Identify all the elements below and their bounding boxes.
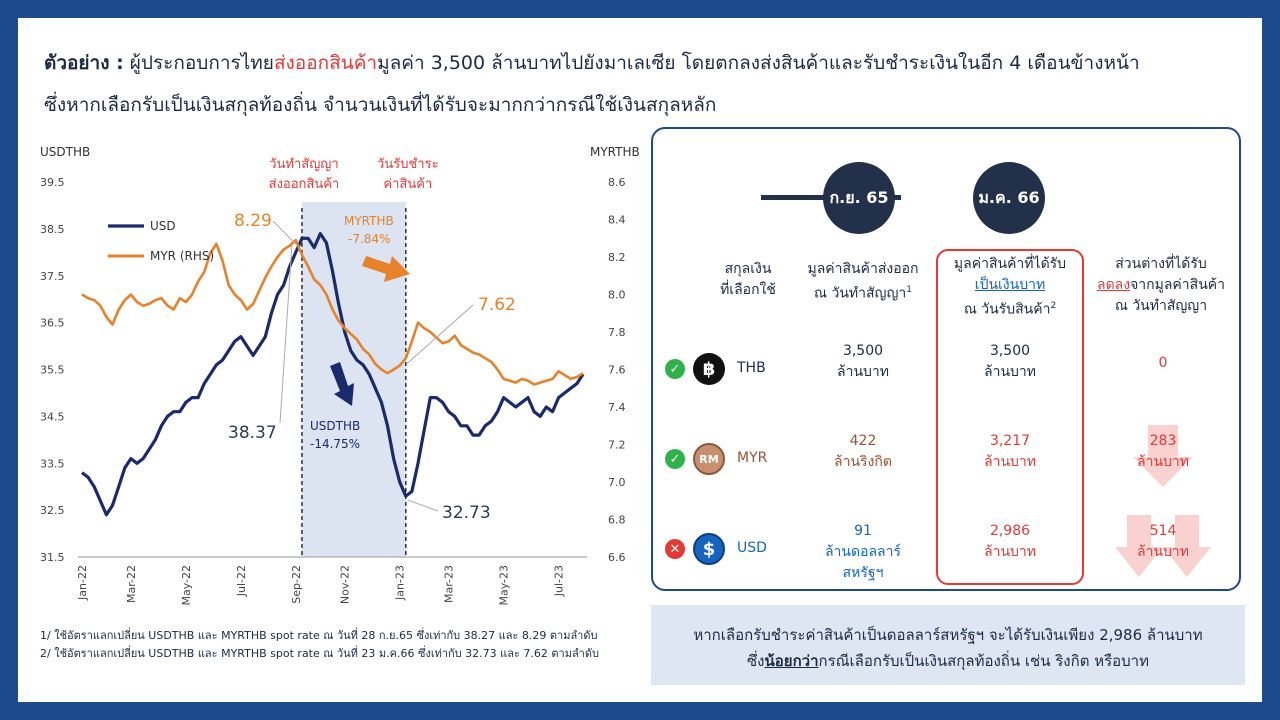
usd-change-value: -14.75% xyxy=(310,437,360,451)
x-tick-label: May-23 xyxy=(498,565,511,606)
footnote-1: 1/ ใช้อัตราแลกเปลี่ยน USDTHB และ MYRTHB … xyxy=(40,629,598,642)
x-tick-label: Jan-23 xyxy=(394,565,407,601)
usd-start-leader xyxy=(279,244,293,424)
x-tick-label: Jan-22 xyxy=(76,565,89,601)
x-tick-label: May-22 xyxy=(180,565,193,606)
ringgit-coin-icon: RM xyxy=(693,443,725,475)
slide-card: ตัวอย่าง : ผู้ประกอบการไทยส่งออกสินค้ามู… xyxy=(18,18,1262,702)
myr-start-leader xyxy=(272,220,297,245)
right-tick-label: 8.2 xyxy=(608,251,626,264)
headline-prefix: ตัวอย่าง : xyxy=(44,52,124,74)
left-tick-label: 35.5 xyxy=(40,364,65,377)
headline-text-b: มูลค่า 3,500 ล้านบาทไปยังมาเลเซีย โดยตกล… xyxy=(377,52,1140,74)
header-difference: ส่วนต่างที่ได้รับ ลดลงจากมูลค่าสินค้า ณ … xyxy=(1096,256,1225,314)
usd-export-value: 91 ล้านดอลลาร์ สหรัฐฯ xyxy=(824,523,902,581)
decrease-arrow-myr xyxy=(1133,425,1193,487)
right-tick-label: 8.6 xyxy=(608,176,626,189)
left-tick-label: 37.5 xyxy=(40,270,65,283)
myr-difference: 283 ล้านบาท xyxy=(1137,433,1189,470)
usd-end-leader xyxy=(407,499,439,512)
thb-received-value: 3,500 ล้านบาท xyxy=(984,343,1036,380)
myr-down-arrow xyxy=(362,256,410,282)
right-tick-label: 8.0 xyxy=(608,289,626,302)
thb-difference: 0 xyxy=(1158,355,1168,371)
currency-thb: THB xyxy=(737,360,766,376)
decrease-arrow-usd xyxy=(1115,515,1211,577)
summary-line-2: ซึ่งน้อยกว่ากรณีเลือกรับเป็นเงินสกุลท้อง… xyxy=(747,652,1149,670)
currency-usd: USD xyxy=(737,540,767,556)
x-tick-label: Nov-22 xyxy=(339,565,352,604)
usd-start-label: 38.37 xyxy=(228,423,277,443)
header-currency: สกุลเงิน ที่เลือกใช้ xyxy=(720,261,776,298)
right-axis-label: MYRTHB xyxy=(590,145,640,159)
right-tick-label: 6.8 xyxy=(608,514,626,527)
payment-date-label-1: วันรับชำระ xyxy=(377,157,439,172)
myr-change-name: MYRTHB xyxy=(344,214,394,228)
period-shade xyxy=(301,202,406,557)
usd-down-arrow xyxy=(330,362,354,406)
myr-end-leader xyxy=(406,304,474,365)
summary-box: หากเลือกรับชำระค่าสินค้าเป็นดอลลาร์สหรัฐ… xyxy=(651,605,1245,685)
usd-series-line xyxy=(81,232,585,517)
payment-date-label-2: ค่าสินค้า xyxy=(383,177,432,192)
x-tick-label: Mar-22 xyxy=(125,565,138,603)
dollar-coin-icon: $ xyxy=(693,533,725,565)
usd-received-value: 2,986 ล้านบาท xyxy=(984,523,1036,560)
received-highlight-box xyxy=(936,249,1084,585)
x-tick-label: Mar-23 xyxy=(443,565,456,603)
x-tick-label: Jul-22 xyxy=(235,565,248,597)
left-tick-label: 32.5 xyxy=(40,504,65,517)
right-tick-label: 7.6 xyxy=(608,364,626,377)
myr-end-label: 7.62 xyxy=(478,295,516,315)
x-tick-label: Jul-23 xyxy=(553,565,566,597)
right-tick-label: 6.6 xyxy=(608,551,626,564)
legend-myr-label: MYR (RHS) xyxy=(150,249,214,263)
headline-line-1: ตัวอย่าง : ผู้ประกอบการไทยส่งออกสินค้ามู… xyxy=(44,48,1140,78)
right-tick-label: 7.8 xyxy=(608,326,626,339)
currency-myr: MYR xyxy=(737,450,768,466)
check-icon: ✓ xyxy=(665,359,685,379)
left-tick-label: 36.5 xyxy=(40,317,65,330)
headline-highlight: ส่งออกสินค้า xyxy=(273,52,378,74)
legend-usd-label: USD xyxy=(150,219,176,233)
left-tick-label: 31.5 xyxy=(40,551,65,564)
summary-line-1: หากเลือกรับชำระค่าสินค้าเป็นดอลลาร์สหรัฐ… xyxy=(693,626,1203,644)
date-end-circle: ม.ค. 66 xyxy=(973,162,1045,234)
header-export-value: มูลค่าสินค้าส่งออก ณ วันทำสัญญา1 xyxy=(807,261,919,302)
left-axis-label: USDTHB xyxy=(40,145,90,159)
right-tick-label: 7.4 xyxy=(608,401,626,414)
baht-coin-icon: ฿ xyxy=(693,353,725,385)
check-icon: ✓ xyxy=(665,449,685,469)
cross-icon: ✕ xyxy=(665,539,685,559)
left-tick-label: 33.5 xyxy=(40,457,65,470)
left-tick-label: 34.5 xyxy=(40,410,65,423)
usd-change-name: USDTHB xyxy=(310,419,360,433)
comparison-panel: ก.ย. 65 ม.ค. 66 สกุลเงิน ที่เลือกใช้ มูลค… xyxy=(651,127,1241,591)
myr-export-value: 422 ล้านริงกิต xyxy=(834,433,892,470)
header-received-value: มูลค่าสินค้าที่ได้รับ เป็นเงินบาท ณ วันร… xyxy=(953,256,1067,318)
x-tick-label: Sep-22 xyxy=(290,565,303,604)
right-tick-label: 7.2 xyxy=(608,439,626,452)
date-start-circle: ก.ย. 65 xyxy=(823,162,895,234)
contract-date-label-2: ส่งออกสินค้า xyxy=(269,177,340,192)
myr-start-label: 8.29 xyxy=(234,211,272,231)
myr-received-value: 3,217 ล้านบาท xyxy=(984,433,1036,470)
fx-line-chart: USDTHB MYRTHB 39.5 38.5 37.5 36.5 35.5 34.5 33.5… xyxy=(40,145,640,606)
left-tick-label: 39.5 xyxy=(40,176,65,189)
right-tick-label: 8.4 xyxy=(608,214,626,227)
thb-export-value: 3,500 ล้านบาท xyxy=(837,343,889,380)
usd-difference: 514 ล้านบาท xyxy=(1137,523,1189,560)
left-tick-label: 38.5 xyxy=(40,223,65,236)
myr-change-value: -7.84% xyxy=(348,232,390,246)
usd-end-label: 32.73 xyxy=(442,503,491,523)
headline-text-a: ผู้ประกอบการไทย xyxy=(123,52,274,74)
headline-line-2: ซึ่งหากเลือกรับเป็นเงินสกุลท้องถิ่น จำนว… xyxy=(44,94,717,116)
myr-series-line xyxy=(81,238,584,386)
right-tick-label: 7.0 xyxy=(608,476,626,489)
contract-date-label-1: วันทำสัญญา xyxy=(269,157,338,172)
footnote-2: 2/ ใช้อัตราแลกเปลี่ยน USDTHB และ MYRTHB … xyxy=(40,647,599,660)
